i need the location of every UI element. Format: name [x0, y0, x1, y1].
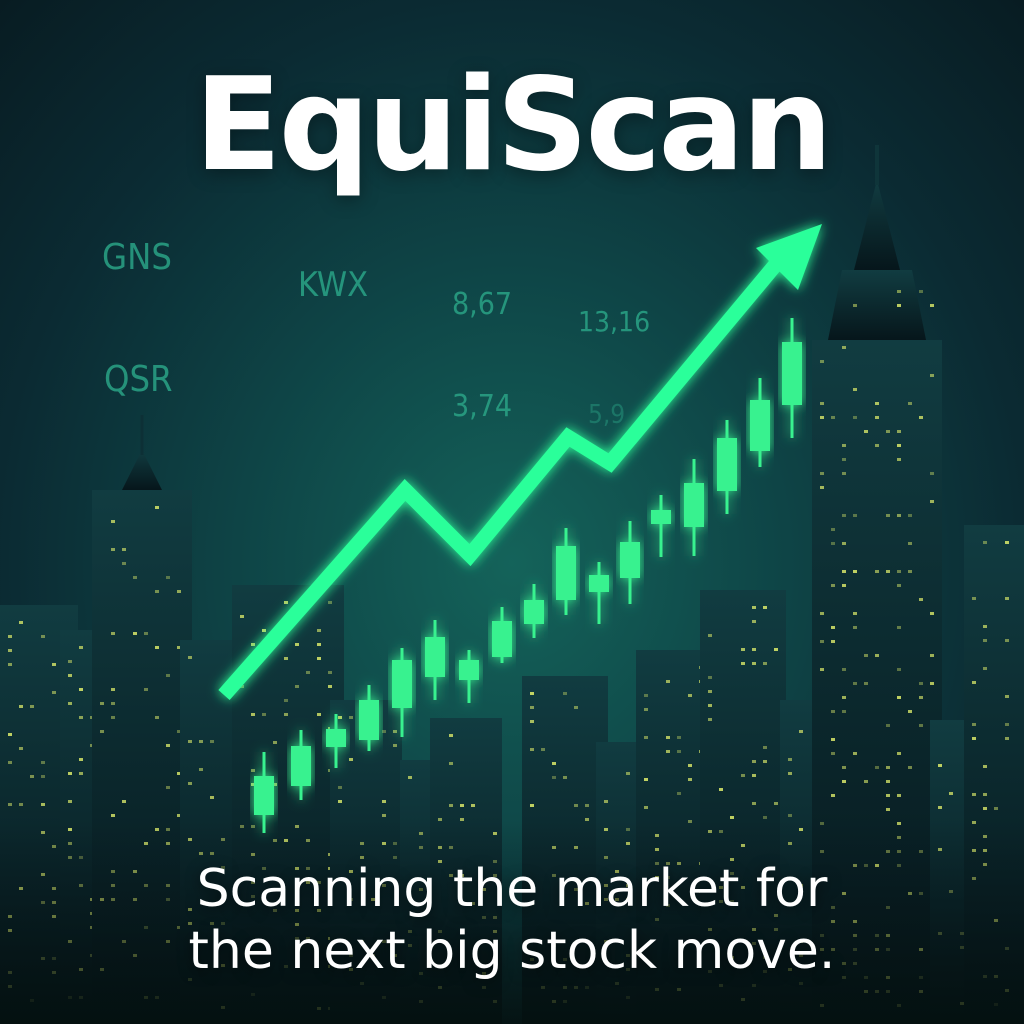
- candlestick: [524, 584, 544, 638]
- candlestick: [717, 420, 737, 514]
- candlestick: [620, 521, 640, 604]
- arrow-head-icon: [756, 224, 822, 290]
- candlestick: [459, 650, 479, 703]
- ticker-value: 8,67: [452, 287, 513, 322]
- candlestick: [291, 730, 311, 800]
- ticker-value: 3,74: [452, 389, 513, 424]
- ticker-label: KWX: [298, 265, 369, 305]
- brand-title: EquiScan: [194, 51, 833, 200]
- candlestick-series: [254, 318, 802, 833]
- candlestick: [392, 648, 412, 737]
- candlestick: [556, 528, 576, 615]
- candlestick: [684, 459, 704, 556]
- ticker-label: QSR: [104, 359, 173, 400]
- candlestick: [750, 378, 770, 467]
- candlestick: [782, 318, 802, 438]
- tagline-line-2: the next big stock move.: [188, 921, 836, 981]
- candlestick: [425, 620, 445, 700]
- candlestick: [492, 607, 512, 663]
- ticker-value: 5,9: [588, 400, 626, 430]
- trend-arrow: [218, 224, 822, 700]
- candlestick: [589, 562, 609, 624]
- trend-line: [218, 252, 788, 700]
- ticker-label: GNS: [102, 237, 172, 278]
- candlestick: [326, 714, 346, 768]
- tagline-line-1: Scanning the market for: [196, 859, 828, 919]
- ticker-value: 13,16: [578, 305, 651, 338]
- candlestick: [359, 685, 379, 751]
- tagline: Scanning the market for the next big sto…: [0, 858, 1024, 982]
- candlestick: [651, 495, 671, 557]
- candlestick: [254, 752, 274, 833]
